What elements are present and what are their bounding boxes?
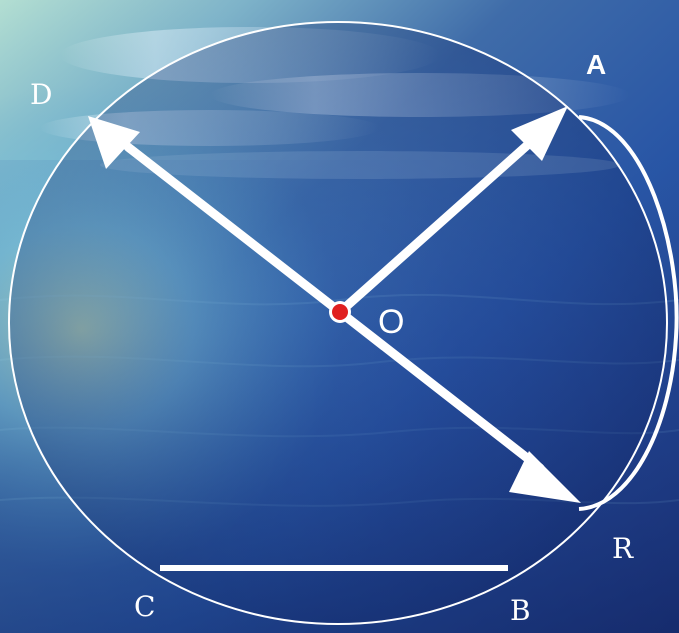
label-c: C	[134, 590, 155, 623]
radius-arrow-oa	[335, 106, 568, 317]
center-point	[329, 301, 351, 323]
main-circle	[8, 21, 668, 625]
label-d: D	[30, 78, 52, 111]
label-r: R	[612, 532, 634, 565]
label-o: O	[378, 303, 404, 341]
radius-arrow-od	[88, 116, 345, 317]
arc-ar	[578, 115, 679, 511]
label-b: B	[510, 594, 531, 627]
label-a: A	[586, 49, 606, 80]
radius-arrow-or	[335, 307, 581, 503]
